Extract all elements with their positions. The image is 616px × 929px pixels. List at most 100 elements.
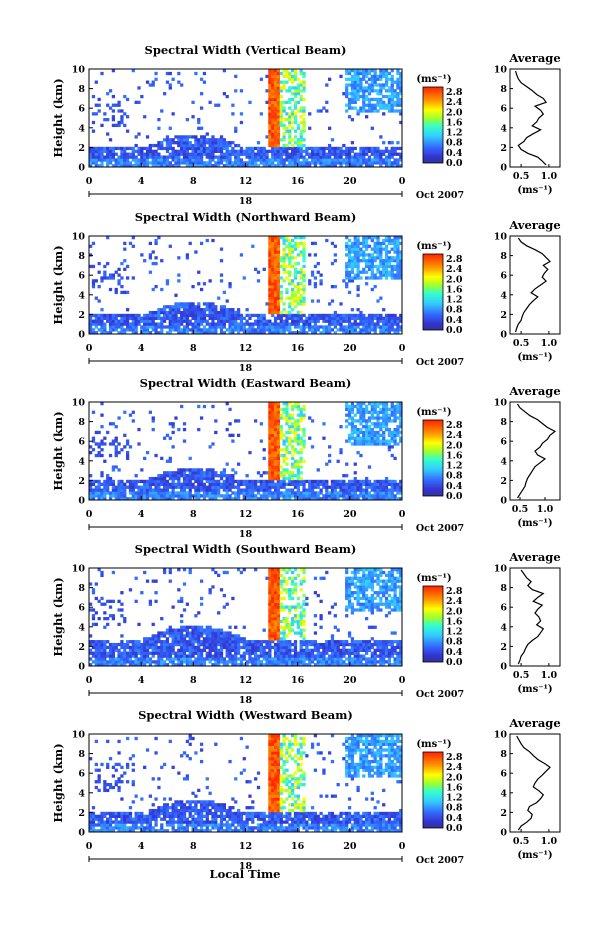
heatmap-cell	[299, 459, 303, 463]
heatmap-cell	[228, 422, 232, 426]
heatmap-cell	[191, 328, 195, 332]
heatmap-cell	[259, 77, 263, 81]
heatmap-cell	[273, 238, 278, 243]
heatmap-cell	[162, 634, 167, 638]
heatmap-cell	[157, 663, 161, 666]
heatmap-cell	[302, 236, 306, 240]
heatmap-cell	[168, 310, 172, 315]
heatmap-cell	[168, 625, 172, 629]
heatmap-cell	[106, 430, 110, 435]
heatmap-cell	[154, 640, 158, 644]
heatmap-cell	[285, 436, 289, 440]
heatmap-cell	[273, 474, 278, 478]
heatmap-cell	[356, 71, 360, 76]
heatmap-cell	[140, 663, 144, 666]
heatmap-cell	[339, 158, 343, 162]
heatmap-cell	[185, 152, 189, 156]
heatmap-cell	[248, 645, 252, 650]
heatmap-cell	[273, 331, 278, 334]
heatmap-cell	[211, 634, 215, 638]
heatmap-cell	[265, 74, 269, 79]
heatmap-cell	[168, 436, 172, 440]
heatmap-cell	[336, 322, 340, 326]
heatmap-cell	[145, 648, 150, 652]
heatmap-cell	[268, 126, 272, 130]
heatmap-cell	[234, 325, 238, 329]
heatmap-cell	[171, 322, 175, 326]
heatmap-cell	[271, 413, 275, 417]
heatmap-cell	[384, 485, 389, 489]
heatmap-cell	[177, 485, 181, 489]
heatmap-cell	[347, 244, 352, 248]
heatmap-cell	[285, 143, 289, 148]
heatmap-cell	[111, 118, 116, 122]
heatmap-cell	[251, 485, 255, 489]
heatmap-cell	[145, 158, 150, 162]
heatmap-cell	[242, 328, 246, 332]
heatmap-cell	[276, 69, 281, 73]
heatmap-cell	[251, 158, 255, 162]
heatmap-cell	[342, 494, 346, 498]
heatmap-cell	[140, 149, 144, 153]
heatmap-cell	[279, 264, 283, 269]
heatmap-cell	[225, 158, 229, 162]
heatmap-cell	[228, 149, 232, 153]
heatmap-cell	[185, 328, 189, 332]
heatmap-cell	[106, 155, 110, 159]
heatmap-cell	[100, 482, 104, 486]
heatmap-cell	[168, 71, 172, 76]
heatmap-cell	[396, 410, 400, 414]
heatmap-cell	[302, 302, 306, 306]
heatmap-cell	[188, 479, 192, 484]
heatmap-cell	[114, 445, 118, 449]
heatmap-cell	[268, 299, 272, 303]
heatmap-cell	[279, 313, 283, 318]
heatmap-cell	[131, 485, 135, 489]
heatmap-cell	[353, 427, 357, 432]
heatmap-cell	[117, 599, 121, 603]
heatmap-cell	[151, 479, 155, 484]
heatmap-cell	[333, 158, 337, 162]
heatmap-cell	[271, 310, 275, 315]
day-label: 18	[239, 363, 253, 374]
heatmap-cell	[393, 273, 397, 277]
heatmap-cell	[376, 247, 380, 251]
heatmap-cell	[268, 120, 272, 125]
heatmap-cell	[245, 485, 249, 489]
heatmap-cell	[140, 468, 144, 472]
heatmap-cell	[208, 657, 212, 661]
heatmap-cell	[154, 152, 158, 156]
heatmap-cell	[154, 479, 158, 484]
heatmap-cell	[202, 331, 207, 334]
heatmap-cell	[205, 161, 209, 165]
heatmap-cell	[168, 568, 172, 572]
heatmap-cell	[325, 479, 329, 484]
heatmap-cell	[234, 319, 238, 323]
heatmap-cell	[208, 316, 212, 320]
heatmap-cell	[384, 71, 389, 76]
heatmap-cell	[256, 328, 261, 332]
colorbar-tick-label: 1.2	[446, 128, 463, 139]
heatmap-cell	[356, 439, 360, 443]
heatmap-cell	[185, 648, 189, 652]
heatmap-cell	[279, 138, 283, 142]
heatmap-cell	[387, 319, 392, 323]
heatmap-cell	[180, 313, 184, 318]
heatmap-cell	[299, 310, 303, 315]
heatmap-cell	[108, 149, 113, 153]
heatmap-cell	[376, 404, 380, 409]
heatmap-cell	[89, 482, 93, 486]
heatmap-cell	[279, 413, 283, 417]
heatmap-cell	[373, 407, 377, 412]
heatmap-cell	[362, 270, 366, 274]
heatmap-cell	[245, 482, 249, 486]
heatmap-cell	[302, 430, 306, 435]
heatmap-cell	[396, 146, 400, 151]
heatmap-cell	[171, 648, 175, 652]
heatmap-cell	[111, 660, 116, 664]
heatmap-cell	[359, 439, 363, 443]
heatmap-cell	[293, 425, 298, 429]
heatmap-cell	[214, 497, 218, 500]
heatmap-cell	[168, 161, 172, 165]
heatmap-cell	[234, 645, 238, 650]
